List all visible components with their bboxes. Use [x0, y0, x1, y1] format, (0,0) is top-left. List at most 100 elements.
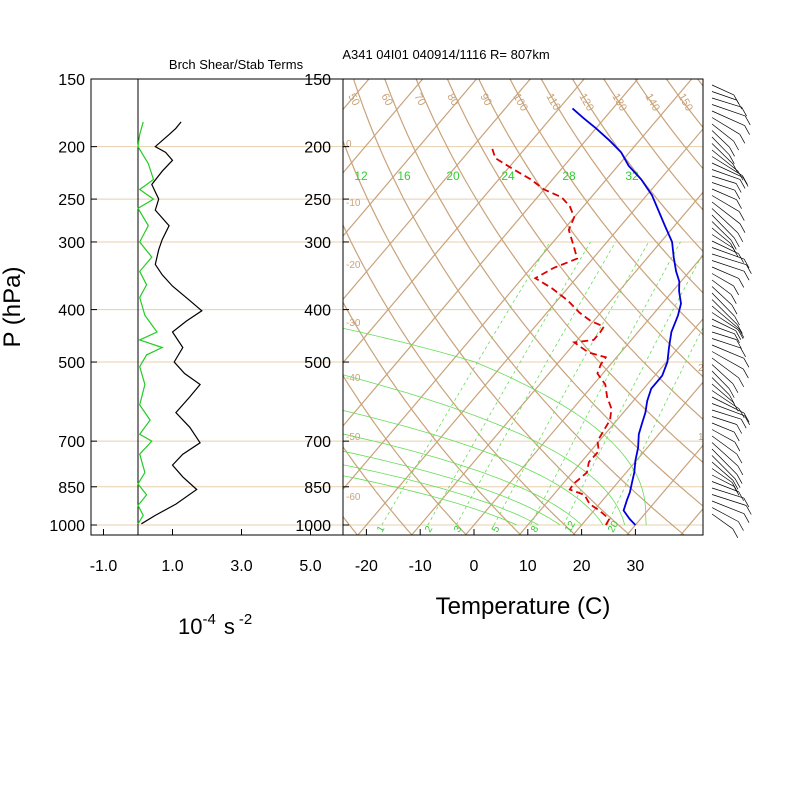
- left-pressure-tick-label: 850: [58, 480, 85, 497]
- wind-barb: [733, 285, 739, 296]
- wind-barb: [734, 478, 741, 488]
- isotherm-line: [626, 444, 703, 535]
- wind-barb: [711, 188, 737, 201]
- wind-barb: [738, 408, 745, 419]
- wind-barb: [711, 266, 739, 279]
- wind-barb: [711, 104, 746, 117]
- wind-barb: [730, 240, 737, 250]
- wind-barb: [711, 195, 740, 212]
- wind-barb: [711, 442, 739, 467]
- isotherm-edge-label: 10: [698, 432, 710, 443]
- wind-barb: [740, 419, 747, 429]
- dry-adiabat-line: [540, 79, 703, 294]
- wind-barb: [711, 416, 737, 425]
- dry-adiabat-line: [343, 445, 413, 535]
- wind-barb: [711, 234, 734, 249]
- isotherm-line: [787, 63, 800, 537]
- left-x-label-unit: s: [224, 614, 235, 639]
- dry-adiabat-line: [717, 63, 800, 537]
- stability-term-line: [137, 121, 164, 525]
- isotherm-edge-label: -30: [346, 318, 361, 329]
- dry-adiabat-label: 150: [675, 92, 695, 114]
- wind-barb: [743, 368, 749, 379]
- moist-adiabat-label: 28: [562, 169, 576, 183]
- wind-barb: [711, 487, 744, 499]
- left-pressure-tick-label: 200: [58, 140, 85, 157]
- wind-barb: [711, 331, 737, 340]
- left-pressure-tick-label: 1000: [49, 518, 85, 535]
- wind-barb: [711, 279, 732, 295]
- wind-barb: [711, 182, 735, 191]
- wind-barb: [711, 156, 743, 176]
- wind-barb: [737, 232, 744, 243]
- isotherm-edge-label: -10: [346, 198, 361, 209]
- moist-adiabat-line: [343, 464, 539, 526]
- left-x-tick-label: 1.0: [161, 558, 183, 575]
- right-x-axis-label: Temperature (C): [436, 593, 611, 620]
- isotherm-edge-label: 20: [698, 363, 710, 374]
- dry-adiabat-line: [665, 79, 703, 129]
- wind-barb: [744, 115, 751, 126]
- wind-barb: [733, 431, 740, 442]
- wind-barb: [711, 110, 745, 126]
- wind-barb: [711, 351, 744, 370]
- wind-barb: [711, 169, 741, 180]
- wind-barb: [711, 409, 742, 420]
- left-pressure-tick-label: 250: [58, 192, 85, 209]
- right-pressure-tick-label: 250: [304, 192, 331, 209]
- dry-adiabat-line: [603, 79, 703, 211]
- wind-barb: [735, 330, 742, 340]
- wind-barb: [737, 465, 744, 476]
- wind-barb: [711, 143, 733, 164]
- dry-adiabat-label: 80: [444, 92, 461, 109]
- left-x-label-unit-exponent: -2: [239, 611, 252, 628]
- wind-barb: [711, 123, 734, 142]
- wind-barb: [711, 286, 733, 306]
- wind-barb: [711, 500, 745, 515]
- moist-adiabat-label: 24: [501, 169, 515, 183]
- wind-barb: [711, 253, 747, 266]
- right-x-tick-label: 20: [573, 558, 591, 575]
- wind-barb: [744, 125, 750, 135]
- isotherm-line: [343, 79, 693, 491]
- wind-barb: [711, 149, 739, 172]
- mixing-ratio-label: 3: [452, 524, 465, 535]
- mixing-ratio-line: [381, 241, 551, 526]
- isotherm-line: [464, 254, 703, 535]
- right-x-tick-label: -10: [409, 558, 432, 575]
- wind-barb: [738, 328, 745, 338]
- wind-barb: [711, 422, 735, 433]
- wind-barb: [711, 84, 735, 96]
- wind-barb: [735, 183, 742, 193]
- wind-barb: [711, 494, 747, 506]
- dry-adiabat-label: 50: [345, 92, 362, 109]
- wind-barb: [711, 136, 730, 156]
- wind-barb: [711, 429, 736, 443]
- dry-adiabat-line: [352, 79, 686, 535]
- mixing-ratio-label: 5: [490, 524, 503, 535]
- wind-barb: [711, 364, 734, 385]
- right-pressure-tick-label: 400: [304, 303, 331, 320]
- left-x-label-base: 10: [178, 614, 202, 639]
- wind-barb: [733, 140, 739, 151]
- dry-adiabat-label: 130: [609, 92, 629, 114]
- mixing-ratio-label: 8: [529, 524, 542, 535]
- moist-adiabat-line: [343, 327, 647, 526]
- wind-barb: [711, 377, 730, 396]
- right-panel-title: A341 04I01 040914/1116 R= 807km: [342, 47, 549, 62]
- wind-barb: [736, 453, 743, 464]
- dry-adiabat-line: [343, 374, 468, 535]
- left-pressure-tick-label: 700: [58, 434, 85, 451]
- skewt-profiles: [490, 107, 682, 526]
- wind-barb: [737, 324, 743, 334]
- right-x-tick-label: -20: [355, 558, 378, 575]
- wind-barb: [711, 227, 731, 244]
- isotherm-line: [0, 63, 329, 537]
- right-pressure-tick-label: 150: [304, 72, 331, 89]
- wind-barb: [738, 377, 745, 388]
- wind-barb: [738, 211, 745, 221]
- wind-barb: [711, 435, 738, 455]
- left-panel-title: Brch Shear/Stab Terms: [169, 57, 304, 72]
